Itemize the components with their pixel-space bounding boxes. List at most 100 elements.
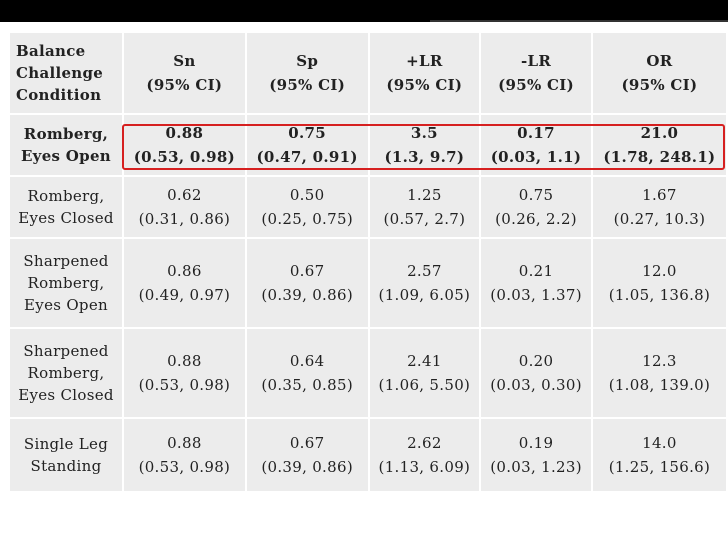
- cell-value: 0.86: [167, 262, 202, 280]
- header-minus-lr: -LR (95% CI): [481, 33, 591, 115]
- cell-ci: (0.31, 0.86): [138, 210, 231, 228]
- condition-line: Eyes Closed: [18, 386, 114, 404]
- cell-or: 12.3 (1.08, 139.0): [592, 329, 726, 419]
- header-sub: (95% CI): [498, 76, 574, 94]
- header-condition-line: Condition: [16, 86, 102, 104]
- header-name: Sp: [296, 52, 319, 70]
- cell-ci: (0.03, 0.30): [490, 376, 582, 394]
- slide-top-bar-accent: [430, 0, 728, 22]
- cell-value: 0.21: [518, 262, 554, 280]
- cell-sp: 0.75 (0.47, 0.91): [246, 115, 368, 177]
- condition-line: Standing: [30, 457, 102, 475]
- table-row: Sharpened Romberg, Eyes Open 0.86 (0.49, …: [10, 239, 726, 329]
- condition-line: Romberg,: [27, 274, 105, 292]
- cell-value: 0.75: [288, 124, 327, 142]
- table-row: Sharpened Romberg, Eyes Closed 0.88 (0.53…: [10, 329, 726, 419]
- table-row: Romberg, Eyes Closed 0.62 (0.31, 0.86) 0.…: [10, 177, 726, 239]
- cell-value: 12.3: [642, 352, 677, 370]
- cell-ci: (0.25, 0.75): [261, 210, 353, 228]
- condition-line: Single Leg: [23, 435, 109, 453]
- cell-sp: 0.67 (0.39, 0.86): [246, 419, 368, 493]
- cell-ci: (1.13, 6.09): [378, 458, 471, 476]
- cell-ci: (0.53, 0.98): [138, 376, 231, 394]
- cell-value: 0.67: [289, 434, 325, 452]
- cell-plus-lr: 2.41 (1.06, 5.50): [369, 329, 480, 419]
- header-sn: Sn (95% CI): [124, 33, 245, 115]
- cell-plus-lr: 3.5 (1.3, 9.7): [369, 115, 480, 177]
- row-condition: Romberg, Eyes Open: [10, 115, 122, 177]
- cell-ci: (0.27, 10.3): [613, 210, 706, 228]
- cell-ci: (1.09, 6.05): [378, 286, 471, 304]
- cell-plus-lr: 2.62 (1.13, 6.09): [369, 419, 480, 493]
- cell-value: 0.88: [167, 434, 202, 452]
- cell-ci: (0.57, 2.7): [383, 210, 466, 228]
- cell-ci: (0.53, 0.98): [138, 458, 231, 476]
- table-row: Single Leg Standing 0.88 (0.53, 0.98) 0.6…: [10, 419, 726, 493]
- header-row: Balance Challenge Condition Sn (95% CI) S…: [10, 33, 726, 115]
- balance-challenge-table: Balance Challenge Condition Sn (95% CI) S…: [8, 33, 728, 493]
- cell-value: 0.75: [518, 186, 554, 204]
- cell-sn: 0.86 (0.49, 0.97): [124, 239, 245, 329]
- cell-minus-lr: 0.17 (0.03, 1.1): [481, 115, 591, 177]
- cell-value: 0.17: [517, 124, 555, 142]
- header-sub: (95% CI): [269, 76, 346, 94]
- cell-value: 0.50: [289, 186, 325, 204]
- cell-ci: (0.47, 0.91): [256, 148, 358, 166]
- cell-sn: 0.88 (0.53, 0.98): [124, 115, 245, 177]
- header-name: OR: [646, 52, 673, 70]
- cell-value: 1.25: [407, 186, 442, 204]
- row-condition: Romberg, Eyes Closed: [10, 177, 122, 239]
- cell-ci: (1.3, 9.7): [384, 148, 465, 166]
- cell-value: 0.67: [289, 262, 325, 280]
- cell-value: 0.88: [167, 352, 202, 370]
- header-plus-lr: +LR (95% CI): [369, 33, 480, 115]
- header-sub: (95% CI): [621, 76, 698, 94]
- cell-value: 3.5: [410, 124, 438, 142]
- cell-value: 12.0: [642, 262, 677, 280]
- condition-line: Sharpened: [23, 252, 109, 270]
- condition-line: Romberg,: [27, 187, 105, 205]
- header-sub: (95% CI): [146, 76, 223, 94]
- header-condition-line: Balance: [16, 42, 86, 60]
- cell-value: 2.41: [407, 352, 442, 370]
- row-condition: Sharpened Romberg, Eyes Open: [10, 239, 122, 329]
- cell-minus-lr: 0.21 (0.03, 1.37): [481, 239, 591, 329]
- cell-value: 21.0: [640, 124, 679, 142]
- cell-ci: (0.35, 0.85): [261, 376, 353, 394]
- cell-minus-lr: 0.75 (0.26, 2.2): [481, 177, 591, 239]
- cell-value: 2.57: [407, 262, 442, 280]
- cell-ci: (0.53, 0.98): [133, 148, 236, 166]
- cell-sp: 0.50 (0.25, 0.75): [246, 177, 368, 239]
- cell-minus-lr: 0.20 (0.03, 0.30): [481, 329, 591, 419]
- cell-sp: 0.64 (0.35, 0.85): [246, 329, 368, 419]
- cell-value: 0.64: [289, 352, 325, 370]
- header-name: -LR: [520, 52, 552, 70]
- condition-line: Eyes Closed: [18, 209, 114, 227]
- cell-ci: (1.08, 139.0): [608, 376, 711, 394]
- cell-sp: 0.67 (0.39, 0.86): [246, 239, 368, 329]
- condition-line: Romberg,: [27, 364, 105, 382]
- cell-plus-lr: 2.57 (1.09, 6.05): [369, 239, 480, 329]
- cell-ci: (1.06, 5.50): [378, 376, 471, 394]
- header-sp: Sp (95% CI): [246, 33, 368, 115]
- cell-plus-lr: 1.25 (0.57, 2.7): [369, 177, 480, 239]
- row-condition: Single Leg Standing: [10, 419, 122, 493]
- cell-value: 0.88: [165, 124, 204, 142]
- condition-line: Eyes Open: [20, 147, 112, 165]
- cell-value: 0.62: [167, 186, 202, 204]
- header-name: +LR: [406, 52, 443, 70]
- cell-ci: (0.39, 0.86): [261, 286, 353, 304]
- table-row: Romberg, Eyes Open 0.88 (0.53, 0.98) 0.75…: [10, 115, 726, 177]
- cell-ci: (0.03, 1.37): [490, 286, 582, 304]
- cell-or: 14.0 (1.25, 156.6): [592, 419, 726, 493]
- cell-ci: (0.03, 1.1): [490, 148, 582, 166]
- row-condition: Sharpened Romberg, Eyes Closed: [10, 329, 122, 419]
- cell-sn: 0.88 (0.53, 0.98): [124, 329, 245, 419]
- cell-or: 21.0 (1.78, 248.1): [592, 115, 726, 177]
- condition-line: Sharpened: [23, 342, 109, 360]
- cell-ci: (1.05, 136.8): [608, 286, 711, 304]
- cell-ci: (1.25, 156.6): [608, 458, 711, 476]
- cell-value: 0.20: [518, 352, 554, 370]
- cell-ci: (0.39, 0.86): [261, 458, 353, 476]
- header-name: Sn: [173, 52, 196, 70]
